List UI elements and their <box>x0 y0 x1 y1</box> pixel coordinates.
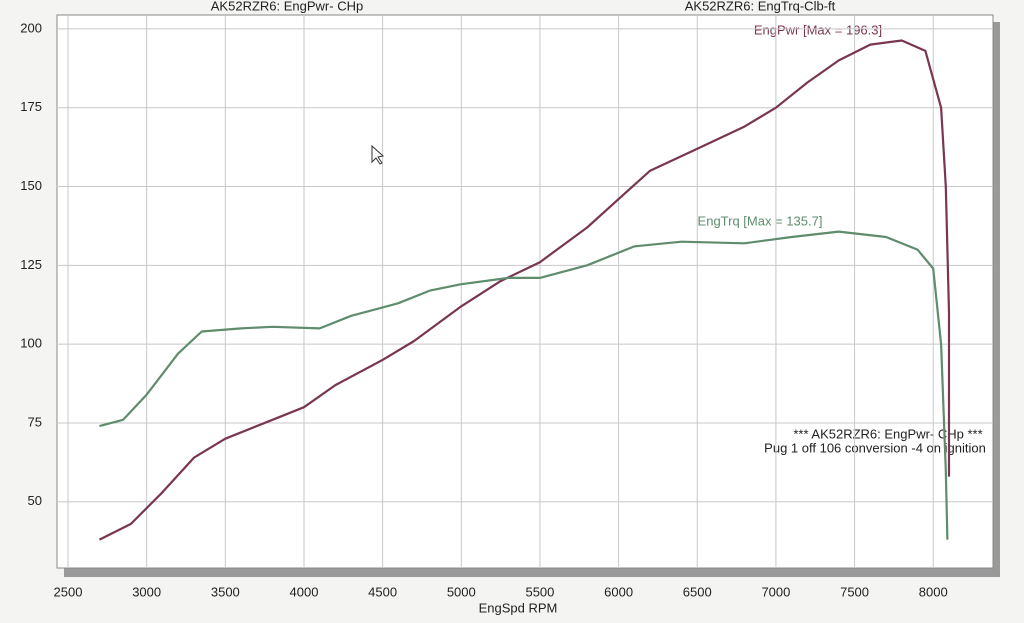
note: *** AK52RZR6: EngPwr- CHp *** <box>793 426 982 441</box>
y-tick-label: 125 <box>20 257 42 272</box>
chart-title: AK52RZR6: EngPwr- CHp <box>211 0 363 13</box>
y-tick-label: 200 <box>20 20 42 35</box>
x-tick-label: 3000 <box>132 584 161 599</box>
x-tick-label: 5500 <box>525 584 554 599</box>
x-tick-label: 7500 <box>840 584 869 599</box>
x-tick-label: 7000 <box>761 584 790 599</box>
x-tick-label: 4500 <box>368 584 397 599</box>
note: Pug 1 off 106 conversion -4 on ignition <box>764 440 986 455</box>
x-axis-label: EngSpd RPM <box>479 600 558 615</box>
chart-title: AK52RZR6: EngTrq-Clb-ft <box>685 0 836 13</box>
x-tick-label: 6000 <box>604 584 633 599</box>
y-tick-label: 175 <box>20 99 42 114</box>
y-tick-label: 150 <box>20 178 42 193</box>
x-tick-label: 4000 <box>290 584 319 599</box>
x-tick-label: 6500 <box>683 584 712 599</box>
x-tick-label: 5000 <box>447 584 476 599</box>
series-line <box>99 230 949 540</box>
y-tick-label: 100 <box>20 336 42 351</box>
x-tick-label: 3500 <box>211 584 240 599</box>
y-tick-label: 75 <box>28 414 42 429</box>
annotation: EngTrq [Max = 135.7] <box>698 213 823 228</box>
y-tick-label: 50 <box>28 493 42 508</box>
plot-area <box>56 14 994 569</box>
annotation: EngPwr [Max = 196.3] <box>754 22 882 37</box>
series-line <box>99 39 951 541</box>
x-tick-label: 2500 <box>54 584 83 599</box>
x-tick-label: 8000 <box>919 584 948 599</box>
cursor <box>371 144 385 165</box>
